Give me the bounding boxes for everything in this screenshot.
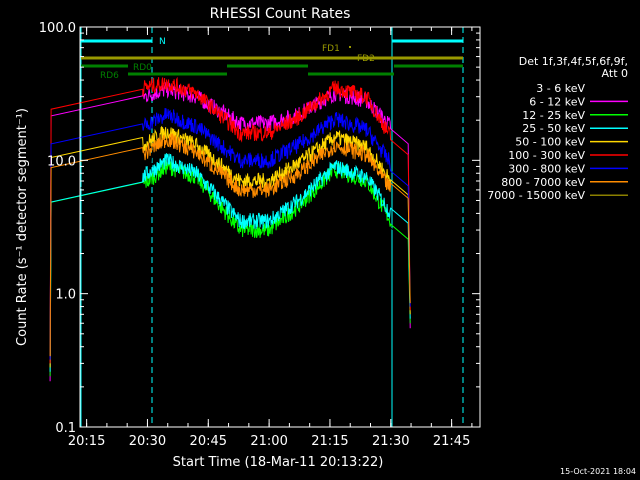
y-tick-label: 10.0 — [47, 154, 76, 169]
annotation-label-fd2: FD2 — [357, 54, 375, 64]
series-line-5 — [49, 76, 411, 364]
series-line-6 — [49, 107, 411, 360]
annotation-label-n: N — [159, 37, 166, 47]
legend-label-0: 3 - 6 keV — [536, 82, 585, 95]
y-axis-label: Count Rate (s⁻¹ detector segment⁻¹) — [15, 108, 30, 346]
legend-label-2: 12 - 25 keV — [522, 109, 585, 122]
series-line-3 — [49, 153, 411, 372]
x-tick-label: 21:45 — [433, 434, 470, 449]
x-tick-label: 21:00 — [250, 434, 287, 449]
fd-dot — [349, 46, 351, 48]
chart-title: RHESSI Count Rates — [210, 6, 351, 22]
x-tick-label: 20:30 — [129, 434, 166, 449]
legend-label-5: 100 - 300 keV — [508, 149, 585, 162]
legend-label-6: 300 - 800 keV — [508, 162, 585, 175]
plot-frame — [79, 26, 481, 428]
series-line-1 — [49, 81, 411, 382]
x-tick-label: 21:30 — [372, 434, 409, 449]
x-tick-label: 21:15 — [311, 434, 348, 449]
annotation-layer: N FD1 FD2 RD0 RD6 — [80, 27, 464, 427]
series-line-7 — [49, 133, 411, 357]
legend-label-7: 800 - 7000 keV — [501, 176, 585, 189]
legend-header-line-2: Att 0 — [602, 67, 628, 80]
timestamp: 15-Oct-2021 18:04 — [560, 467, 636, 476]
annotation-label-fd1: FD1 — [322, 44, 340, 54]
y-tick-label: 100.0 — [39, 21, 76, 36]
x-tick-label: 20:45 — [190, 434, 227, 449]
legend-label-3: 25 - 50 keV — [522, 122, 585, 135]
legend-label-1: 6 - 12 keV — [529, 95, 585, 108]
x-tick-label: 20:15 — [68, 434, 105, 449]
annotation-label-rd6: RD6 — [100, 71, 119, 81]
legend-label-8: 7000 - 15000 keV — [487, 189, 585, 202]
series-layer — [49, 76, 411, 387]
legend-label-4: 50 - 100 keV — [515, 136, 585, 149]
legend-header-line-1: Det 1f,3f,4f,5f,6f,9f, — [519, 55, 628, 68]
y-tick-label: 1.0 — [55, 288, 76, 303]
x-axis-label: Start Time (18-Mar-11 20:13:22) — [173, 455, 384, 470]
axes-layer: 0.1 1.0 10.0 100.0 20:15 20:30 20:45 21:00 21:15… — [39, 21, 481, 449]
y-tick-label: 0.1 — [55, 421, 76, 436]
annotation-label-rd0: RD0 — [133, 63, 152, 73]
